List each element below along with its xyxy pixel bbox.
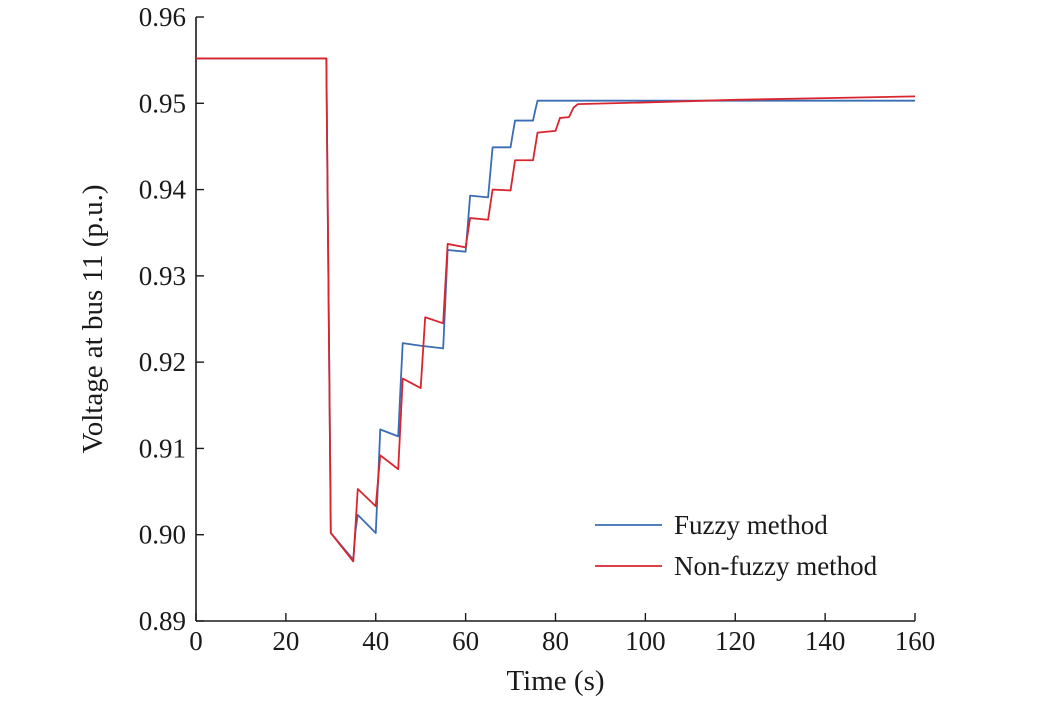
y-tick-label: 0.91 [139,433,186,463]
x-tick-label: 100 [625,626,666,656]
series-line-non-fuzzy [196,57,916,563]
y-tick-label: 0.93 [139,261,186,291]
x-tick-label: 80 [542,626,569,656]
x-tick-label: 160 [895,626,936,656]
y-tick-label: 0.89 [139,606,186,636]
x-axis-title: Time (s) [506,665,604,697]
y-axis-title: Voltage at bus 11 (p.u.) [77,184,109,453]
series-layer [196,57,916,563]
x-tick-label: 40 [362,626,389,656]
x-tick-label: 60 [452,626,479,656]
y-tick-label: 0.90 [139,520,186,550]
legend-label: Non-fuzzy method [674,551,878,581]
axes: 0 20 40 60 80 100 120 140 160 0.89 0.90 0.91 0.92 0.9… [139,2,936,656]
x-tick-label: 20 [272,626,299,656]
legend-label: Fuzzy method [674,510,828,540]
legend: Fuzzy method Non-fuzzy method [595,510,878,581]
x-tick-label: 140 [805,626,846,656]
x-tick-label: 120 [715,626,756,656]
x-tick-label: 0 [189,626,203,656]
y-tick-label: 0.95 [139,88,186,118]
y-tick-label: 0.92 [139,347,186,377]
y-tick-label: 0.96 [139,2,186,32]
y-tick-label: 0.94 [139,175,187,205]
series-line-fuzzy [196,57,915,561]
